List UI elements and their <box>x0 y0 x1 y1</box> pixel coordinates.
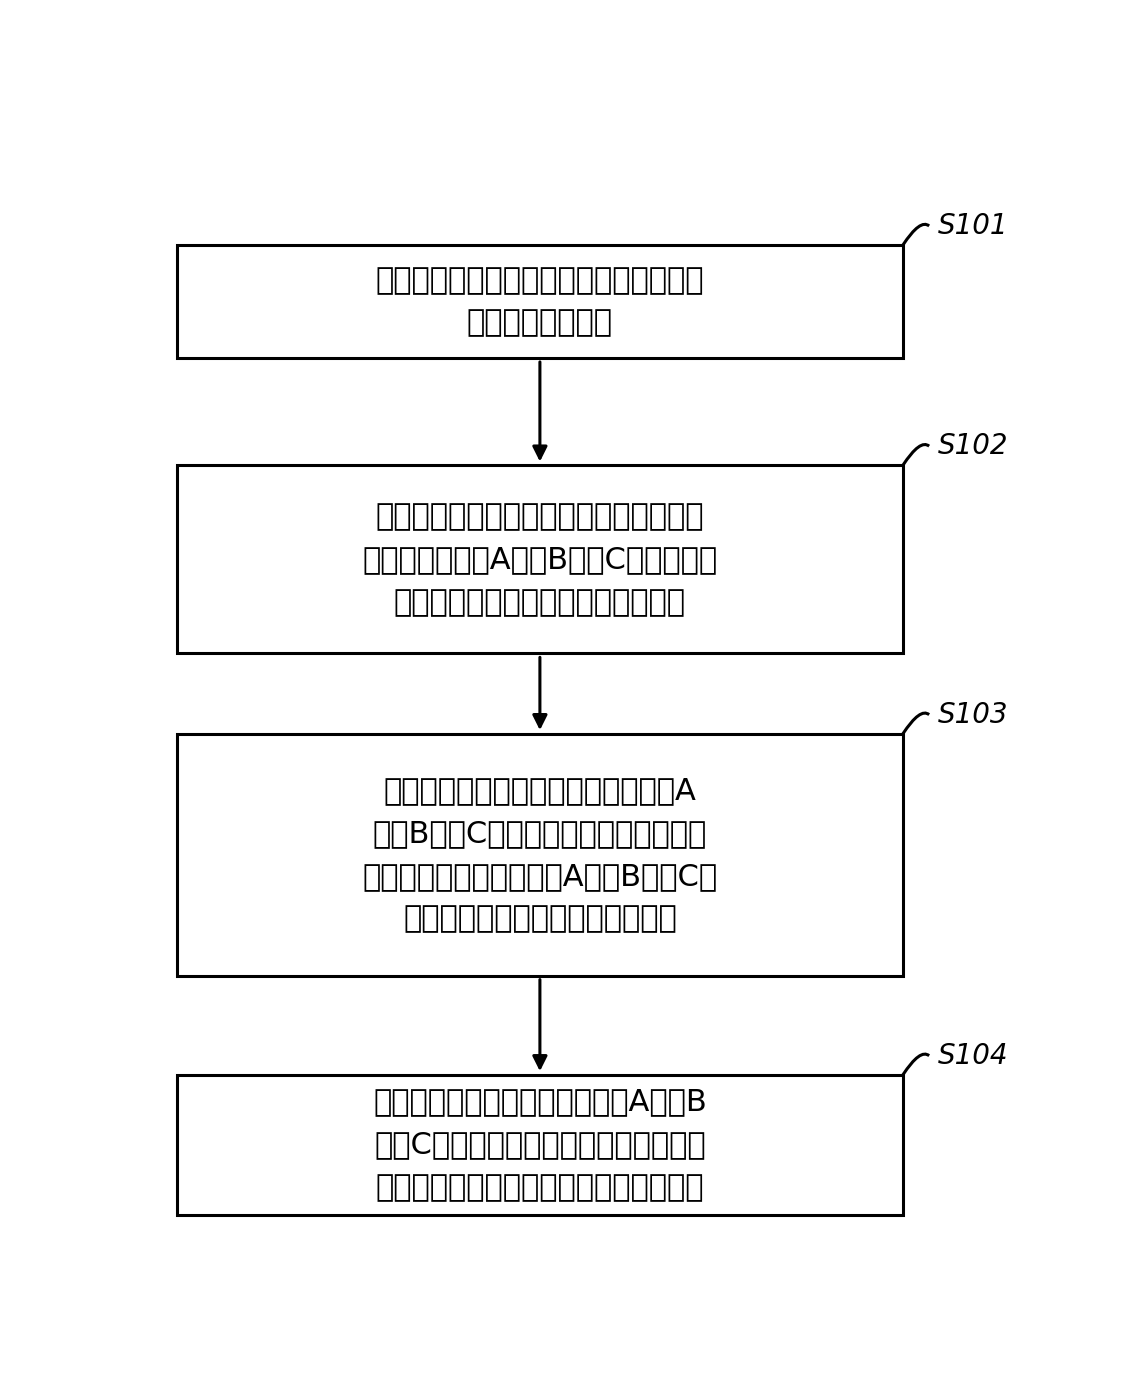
Bar <box>177 734 902 975</box>
Text: S102: S102 <box>938 432 1008 460</box>
Text: S103: S103 <box>938 700 1008 728</box>
Text: S101: S101 <box>938 212 1008 240</box>
Text: 电压监测终端监测电网系统在多个时间段
内的低压侧电压值: 电压监测终端监测电网系统在多个时间段 内的低压侧电压值 <box>376 266 704 338</box>
Text: 电压监测终端根据多个时间段内A相、B
相和C相中绝对值最小的电压值所对应的
相，确定电网系统中配电变压器的熔断相: 电压监测终端根据多个时间段内A相、B 相和C相中绝对值最小的电压值所对应的 相，… <box>373 1088 707 1202</box>
Text: 电压监测终端根据在多个时间段内的低压
侧电压值，确定A相、B相和C相在多个时
间段内分别对应的电压幅值变化信息: 电压监测终端根据在多个时间段内的低压 侧电压值，确定A相、B相和C相在多个时 间… <box>362 502 717 617</box>
Bar <box>177 466 902 653</box>
Bar <box>177 246 902 359</box>
Text: 针对任一时间段，电压监测终端根据A
相、B相和C相在该时间段内分别对应的
电压幅值变化信息，确定A相、B相和C相
中绝对值最小的电压值所对应的相: 针对任一时间段，电压监测终端根据A 相、B相和C相在该时间段内分别对应的 电压幅… <box>362 776 717 933</box>
Text: S104: S104 <box>938 1042 1008 1070</box>
Bar <box>177 1076 902 1215</box>
